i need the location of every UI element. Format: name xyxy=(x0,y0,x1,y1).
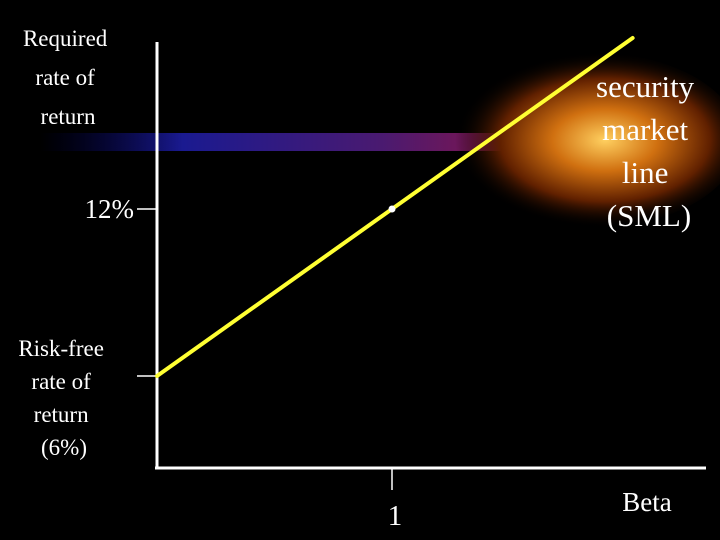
sml-series-label: security market line (SML) xyxy=(596,69,702,233)
x-axis-label: Beta xyxy=(622,487,671,517)
sml-label-line: market xyxy=(602,112,688,147)
y-axis-label-line: return xyxy=(41,104,96,129)
sml-label-line: (SML) xyxy=(607,198,691,233)
sml-label-line: security xyxy=(596,69,695,104)
y-axis-label: Required rate of return xyxy=(23,26,113,129)
y-axis-label-line: rate of xyxy=(35,65,95,90)
y-tick-label-risk-free: Risk-free rate of return (6%) xyxy=(18,336,109,460)
sml-point-beta-1 xyxy=(388,205,396,213)
y-axis-label-line: Required xyxy=(23,26,108,51)
risk-free-label-line: (6%) xyxy=(41,435,87,460)
x-tick-label-1: 1 xyxy=(388,500,403,532)
risk-free-label-line: return xyxy=(34,402,89,427)
sml-label-line: line xyxy=(622,155,669,190)
decorative-glow xyxy=(440,52,720,228)
risk-free-label-line: Risk-free xyxy=(18,336,104,361)
risk-free-label-line: rate of xyxy=(31,369,91,394)
y-tick-label-12: 12% xyxy=(85,194,135,224)
